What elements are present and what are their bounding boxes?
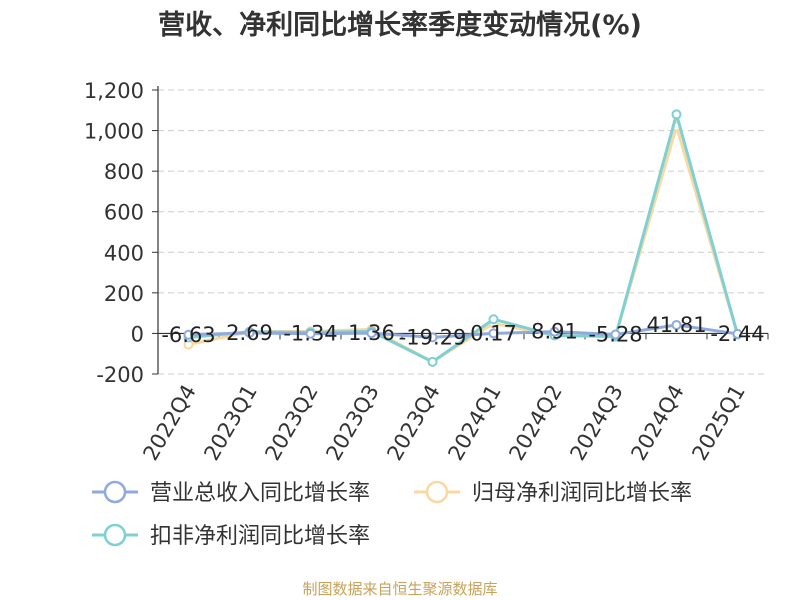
- legend-item: 营业总收入同比增长率: [92, 480, 370, 506]
- legend-swatch-marker: [425, 480, 449, 504]
- data-labels: -6.63 2.69 -1.34 1.36 -19.29 0.17 8.91 -5.28 41.…: [161, 313, 764, 349]
- y-tick-label: 400: [104, 241, 144, 265]
- y-tick-label: 800: [104, 160, 144, 184]
- legend-item: 扣非净利润同比增长率: [92, 523, 370, 549]
- x-tick-label: 2024Q4: [626, 381, 688, 465]
- data-label: -5.28: [588, 322, 642, 346]
- x-tick-label: 2023Q4: [382, 381, 444, 465]
- x-tick-label: 2023Q3: [321, 381, 383, 465]
- data-point: [488, 328, 499, 339]
- series-line: [188, 323, 738, 339]
- data-point: [732, 328, 743, 339]
- y-tick-label: 1,000: [84, 120, 144, 144]
- data-point: [671, 109, 682, 120]
- data-point: [488, 314, 499, 325]
- data-point: [427, 332, 438, 343]
- series-layer: [183, 108, 743, 367]
- y-tick-label: -200: [96, 363, 144, 387]
- x-tick-label: 2022Q4: [138, 381, 200, 465]
- legend-label: 归母净利润同比增长率: [472, 481, 692, 506]
- legend-swatch-marker: [103, 523, 127, 547]
- data-label: 8.91: [531, 320, 578, 344]
- source-note: 制图数据来自恒生聚源数据库: [302, 580, 498, 598]
- data-point: [427, 356, 438, 367]
- data-point: [610, 329, 621, 340]
- data-label: -2.44: [710, 322, 764, 346]
- data-label: 0.17: [470, 321, 517, 345]
- y-tick-label: 200: [104, 282, 144, 306]
- x-tick-label: 2024Q3: [565, 381, 627, 465]
- y-tick-label: 1,200: [84, 79, 144, 103]
- y-tick-label: 600: [104, 201, 144, 225]
- data-label: -1.34: [283, 322, 337, 346]
- legend-label: 扣非净利润同比增长率: [150, 524, 370, 549]
- grid: [158, 89, 768, 375]
- x-tick-label: 2023Q2: [260, 381, 322, 465]
- legend-item: 归母净利润同比增长率: [414, 480, 692, 506]
- data-label: 1.36: [348, 321, 395, 345]
- legend-label: 营业总收入同比增长率: [150, 481, 370, 506]
- legend-swatch-marker: [103, 480, 127, 504]
- x-tick-label: 2024Q2: [504, 381, 566, 465]
- y-tick-label: 0: [131, 322, 144, 346]
- data-label: 2.69: [226, 321, 273, 345]
- x-tick-label: 2025Q1: [687, 381, 749, 465]
- data-point: [366, 328, 377, 339]
- data-point: [305, 328, 316, 339]
- x-tick-label: 2023Q1: [199, 381, 261, 465]
- data-label: -6.63: [161, 323, 215, 347]
- data-point: [671, 319, 682, 330]
- data-point: [183, 329, 194, 340]
- chart-title: 营收、净利同比增长率季度变动情况(%): [158, 9, 642, 41]
- data-label: -19.29: [399, 325, 467, 349]
- data-label: 41.81: [646, 313, 706, 337]
- x-tick-label: 2024Q1: [443, 381, 505, 465]
- data-point: [244, 327, 255, 338]
- axes: -20002004006008001,0001,2002022Q42023Q12…: [84, 79, 769, 465]
- data-point: [549, 326, 560, 337]
